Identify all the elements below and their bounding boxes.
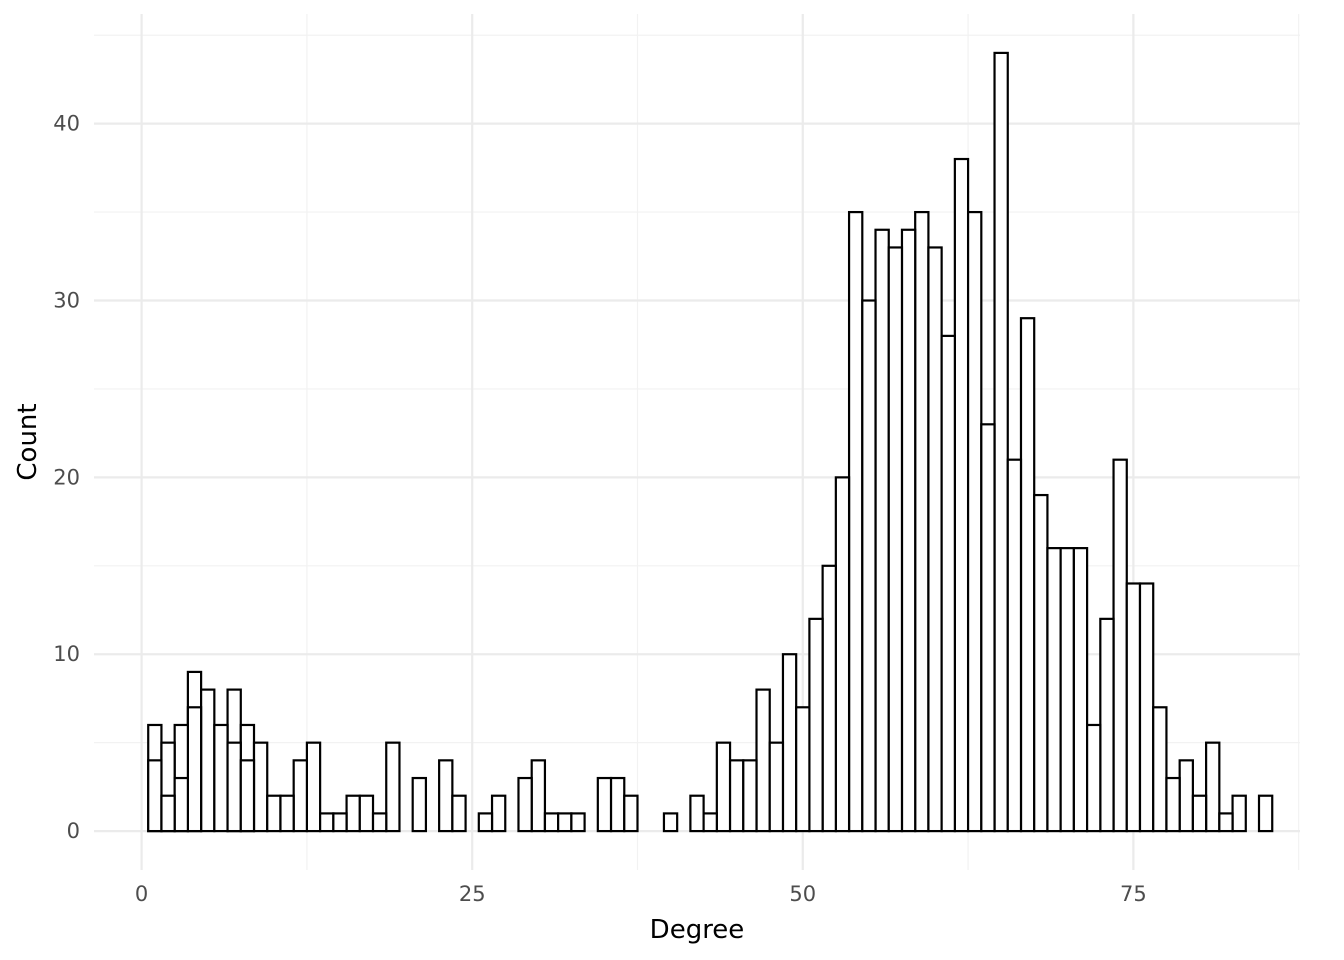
- bar-degree-70-67: [1059, 547, 1075, 833]
- bar-degree-83-80: [1231, 794, 1247, 833]
- bar-degree-79-76: [1178, 759, 1194, 833]
- bar-degree-69-66: [1046, 547, 1062, 833]
- bar-degree-73-70: [1099, 617, 1115, 833]
- y-axis-title: Count: [13, 403, 43, 480]
- bar-degree-62-59: [953, 157, 970, 833]
- bar-degree-80-77: [1191, 794, 1208, 833]
- bar-degree-32-33: [557, 812, 573, 833]
- bar-degree-42-39: [689, 794, 705, 833]
- bar-degree-72-69: [1085, 723, 1102, 833]
- y-tick-label-30: 30: [53, 289, 80, 313]
- bar-degree-66-63: [1006, 458, 1023, 833]
- bar-degree-43-40: [702, 812, 718, 833]
- bar-degree-29-30: [517, 776, 533, 833]
- bar-degree-82-79: [1218, 812, 1234, 833]
- bar-degree-37-37: [623, 794, 639, 833]
- minor-gridlines: [94, 14, 1300, 870]
- bar-degree-46-43: [742, 759, 758, 833]
- bar-degree-36-36: [609, 776, 626, 833]
- bar-degree-10-15: [266, 794, 282, 833]
- bar-degree-48-45: [768, 741, 785, 833]
- x-tick-label-0: 0: [135, 882, 148, 906]
- x-tick-label-25: 25: [459, 882, 486, 906]
- bar-degree-58-55: [900, 228, 917, 833]
- bar-degree-63-60: [966, 210, 983, 833]
- bar-degree-3-5: [173, 776, 189, 833]
- y-tick-labels: 0 10 20 30 40: [53, 112, 80, 843]
- bar-degree-47-44: [755, 688, 771, 833]
- bar-degree-35-35: [596, 776, 613, 833]
- bar-degree-12-17: [292, 759, 309, 833]
- bar-degree-1-1: [147, 759, 163, 833]
- bar-degree-77-74: [1152, 706, 1168, 833]
- bar-degree-50-47: [795, 706, 811, 833]
- bar-degree-76-73: [1138, 582, 1155, 833]
- bar-degree-14-19: [319, 812, 335, 833]
- y-tick-label-10: 10: [53, 642, 80, 666]
- bar-degree-51-48: [808, 617, 824, 833]
- x-axis-title: Degree: [650, 915, 745, 945]
- bar-degree-55-52: [861, 299, 877, 833]
- bar-degree-11-16: [279, 794, 295, 833]
- y-tick-label-0: 0: [67, 819, 80, 843]
- bar-degree-27-29: [490, 794, 507, 833]
- bar-degree-40-38: [662, 812, 679, 833]
- bar-degree-56-53: [874, 228, 890, 833]
- bar-degree-13-18: [305, 741, 322, 833]
- bar-degree-64-61: [980, 423, 996, 833]
- bar-degree-6-9: [213, 723, 229, 833]
- bar-degree-24-27: [451, 794, 467, 833]
- bar-degree-15-20: [332, 812, 348, 833]
- y-tick-label-40: 40: [53, 112, 80, 136]
- bar-degree-54-51: [847, 210, 864, 833]
- bar-degree-74-71: [1112, 458, 1128, 833]
- bar-degree-49-46: [781, 653, 798, 833]
- histogram-bars: [147, 51, 1274, 833]
- bar-degree-45-42: [728, 759, 745, 833]
- bar-degree-26-28: [477, 812, 494, 833]
- bar-degree-17-22: [358, 794, 375, 833]
- bar-degree-67-64: [1019, 317, 1036, 833]
- x-tick-label-50: 50: [789, 882, 816, 906]
- bar-degree-61-58: [940, 334, 956, 833]
- bar-degree-33-34: [570, 812, 586, 833]
- x-tick-label-75: 75: [1120, 882, 1147, 906]
- bar-degree-4-7: [186, 706, 203, 833]
- y-tick-label-20: 20: [53, 465, 80, 489]
- bar-degree-30-31: [530, 759, 547, 833]
- bar-degree-57-54: [887, 246, 904, 833]
- bar-degree-8-13: [239, 759, 256, 833]
- bar-degree-7-11: [226, 741, 242, 833]
- bar-degree-81-78: [1205, 741, 1221, 833]
- bar-degree-60-57: [927, 246, 943, 833]
- bar-degree-44-41: [715, 741, 732, 833]
- bar-degree-9-14: [252, 741, 269, 833]
- bar-degree-75-72: [1125, 582, 1142, 833]
- bar-degree-59-56: [914, 210, 930, 833]
- bar-degree-5-8: [200, 688, 216, 833]
- bar-degree-16-21: [345, 794, 361, 833]
- bar-degree-53-50: [834, 476, 851, 833]
- x-tick-labels: 0 25 50 75: [135, 882, 1147, 906]
- bar-degree-23-26: [438, 759, 454, 833]
- bar-degree-52-49: [821, 564, 837, 833]
- bar-degree-65-62: [993, 51, 1009, 833]
- bar-degree-68-65: [1033, 493, 1049, 833]
- bar-degree-18-23: [371, 812, 388, 833]
- bar-degree-21-25: [411, 776, 428, 833]
- bar-degree-85-81: [1257, 794, 1274, 833]
- bar-degree-19-24: [385, 741, 401, 833]
- bar-degree-31-32: [543, 812, 560, 833]
- bar-degree-2-3: [160, 794, 176, 833]
- bar-degree-78-75: [1165, 776, 1181, 833]
- bar-degree-71-68: [1072, 547, 1089, 833]
